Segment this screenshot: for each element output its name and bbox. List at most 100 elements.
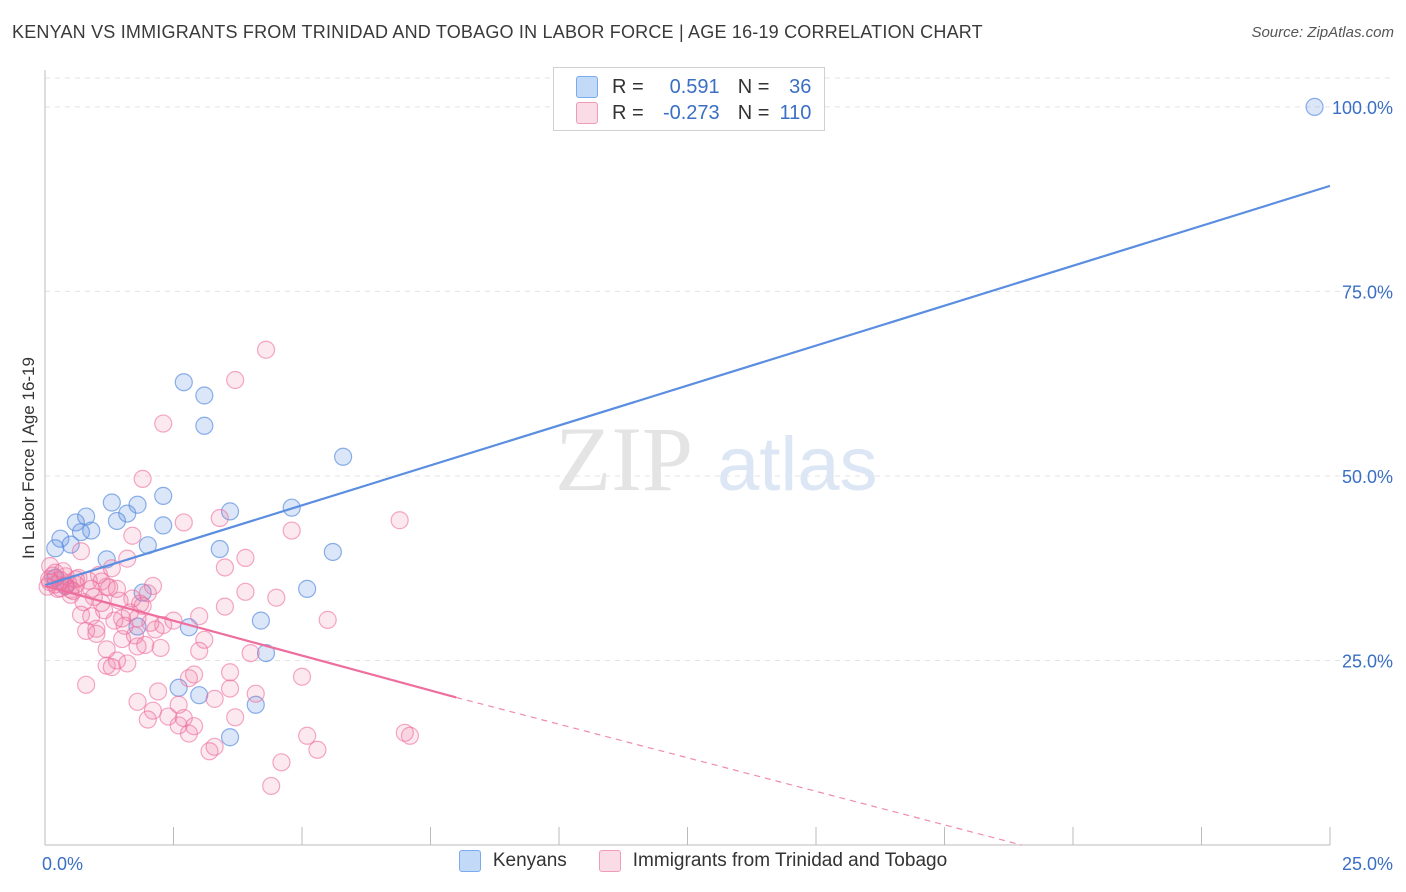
point-trinidad: [215, 558, 234, 577]
n-label: N =: [737, 101, 770, 124]
point-kenyans: [133, 583, 152, 602]
point-trinidad: [136, 635, 155, 655]
point-trinidad: [148, 682, 168, 701]
point-trinidad: [282, 521, 301, 540]
point-kenyans: [154, 486, 173, 505]
point-trinidad: [154, 414, 173, 433]
watermark-atlas: atlas: [717, 422, 878, 507]
trend-line-trinidad: [44, 584, 457, 699]
stats-legend: R = 0.591 N = 36 R = -0.273 N = 110: [553, 67, 825, 131]
point-trinidad: [262, 776, 281, 796]
legend-row-kenyans: R = 0.591 N = 36: [576, 74, 811, 100]
point-kenyans: [1305, 97, 1324, 117]
watermark-zip: ZIP: [555, 408, 693, 510]
point-trinidad: [107, 651, 127, 670]
x-tick-label: 0.0%: [42, 854, 83, 874]
legend-item-kenyans[interactable]: Kenyans: [458, 850, 567, 872]
point-trinidad: [40, 570, 59, 589]
n-label: N =: [737, 75, 770, 98]
point-trinidad: [151, 638, 170, 658]
point-kenyans: [107, 511, 127, 531]
point-trinidad: [87, 624, 106, 644]
point-trinidad: [184, 717, 204, 736]
trend-extension-trinidad: [456, 696, 1022, 846]
point-trinidad: [308, 740, 327, 759]
point-trinidad: [138, 710, 157, 729]
point-trinidad: [292, 667, 312, 686]
point-trinidad: [118, 654, 137, 673]
point-trinidad: [100, 578, 119, 597]
legend-label-kenyans: Kenyans: [492, 850, 567, 871]
point-trinidad: [236, 582, 255, 601]
point-trinidad: [143, 576, 163, 596]
point-trinidad: [71, 542, 91, 561]
y-axis-label: In Labor Force | Age 16-19: [19, 357, 38, 559]
point-trinidad: [272, 753, 291, 772]
legend-swatch-kenyans: [576, 76, 598, 98]
point-kenyans: [66, 513, 85, 532]
chart-title: KENYAN VS IMMIGRANTS FROM TRINIDAD AND T…: [12, 22, 983, 42]
axes: 25.0% 50.0% 75.0% 100.0% 0.0% 25.0%: [42, 70, 1393, 874]
r-label: R =: [612, 75, 644, 98]
point-trinidad: [400, 726, 420, 745]
point-trinidad: [146, 620, 165, 639]
r-value: 0.591: [669, 75, 720, 98]
point-trinidad: [220, 679, 240, 698]
point-trinidad: [97, 640, 116, 659]
point-trinidad: [133, 469, 152, 489]
point-kenyans: [251, 611, 270, 630]
point-trinidad: [174, 513, 193, 532]
watermark: ZIP atlas: [555, 408, 878, 510]
point-trinidad: [236, 548, 255, 567]
point-trinidad: [128, 637, 147, 656]
point-trinidad: [298, 726, 317, 745]
point-kenyans: [128, 495, 147, 514]
legend-swatch-trinidad: [598, 850, 621, 872]
point-kenyans: [334, 447, 353, 466]
trend-lines: [44, 184, 1331, 846]
point-trinidad: [256, 340, 276, 359]
series-legend: Kenyans Immigrants from Trinidad and Tob…: [0, 850, 1406, 872]
point-kenyans: [46, 539, 65, 558]
point-trinidad: [184, 665, 204, 684]
legend-item-trinidad[interactable]: Immigrants from Trinidad and Tobago: [598, 850, 947, 872]
point-trinidad: [107, 579, 127, 598]
legend-swatch-kenyans: [458, 850, 481, 872]
source-label: Source: ZipAtlas.com: [1251, 24, 1394, 41]
point-kenyans: [210, 539, 229, 559]
n-value: 36: [789, 75, 812, 98]
r-label: R =: [612, 101, 644, 124]
trend-line-kenyans: [44, 184, 1331, 587]
point-kenyans: [82, 521, 101, 540]
point-trinidad: [205, 737, 224, 756]
point-trinidad: [226, 370, 245, 390]
point-kenyans: [220, 728, 240, 747]
point-trinidad: [190, 641, 209, 660]
point-trinidad: [318, 610, 337, 629]
point-kenyans: [77, 507, 96, 526]
y-tick-label: 75.0%: [1342, 282, 1393, 302]
point-trinidad: [190, 607, 209, 626]
point-trinidad: [246, 684, 265, 703]
point-trinidad: [220, 663, 240, 682]
point-trinidad: [77, 675, 96, 694]
point-trinidad: [395, 723, 414, 742]
legend-row-trinidad: R = -0.273 N = 110: [576, 100, 811, 126]
y-tick-label: 25.0%: [1342, 651, 1393, 671]
n-value: 110: [779, 101, 812, 124]
point-trinidad: [267, 588, 286, 607]
r-value: -0.273: [662, 101, 720, 124]
point-trinidad: [390, 511, 409, 530]
y-tick-label: 50.0%: [1342, 467, 1393, 487]
point-kenyans: [174, 373, 193, 392]
point-kenyans: [51, 529, 70, 548]
points: [38, 97, 1324, 796]
legend-swatch-trinidad: [576, 102, 598, 124]
point-trinidad: [123, 526, 142, 545]
point-trinidad: [195, 630, 214, 649]
point-kenyans: [195, 386, 214, 405]
point-trinidad: [128, 692, 147, 711]
point-kenyans: [220, 502, 240, 521]
point-trinidad: [205, 689, 224, 708]
point-kenyans: [190, 686, 209, 705]
